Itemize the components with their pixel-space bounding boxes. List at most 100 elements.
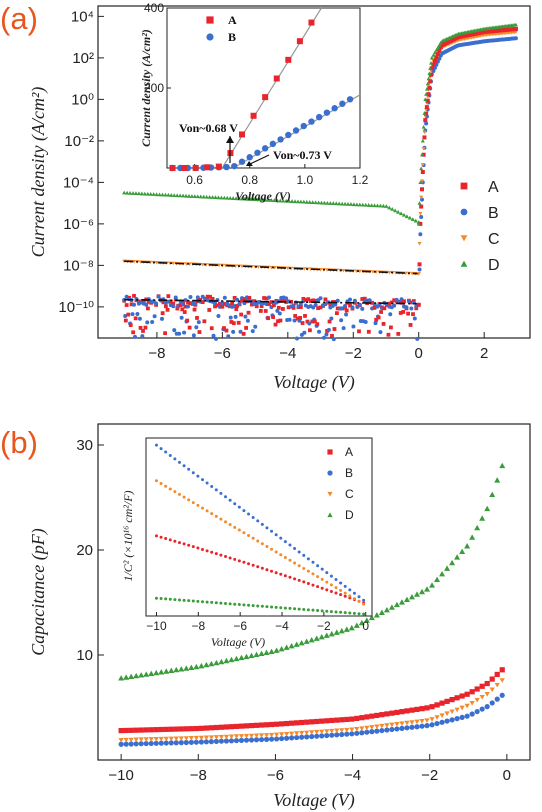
a-point-A (218, 301, 222, 306)
a-point-C (416, 272, 421, 276)
a-point-B (352, 298, 357, 303)
b-point-B (459, 714, 465, 721)
b-inset-point-B (260, 522, 264, 526)
a-point-A-scatter (271, 315, 275, 319)
legend-label-A: A (488, 179, 499, 196)
b-point-A (384, 711, 390, 717)
b-inset-point-D (348, 611, 352, 615)
b-inset-point-D (274, 605, 278, 609)
b-inset-point-C (306, 569, 310, 573)
a-point-A-scatter (293, 314, 298, 318)
a-point-A-scatter (263, 309, 268, 313)
b-point-B (434, 720, 440, 727)
a-inset-point-B (308, 118, 315, 125)
a-fit-line-C (124, 260, 419, 275)
b-inset-point-A (247, 562, 251, 566)
a-point-A-scatter (246, 310, 251, 315)
a-point-C (200, 262, 205, 267)
b-point-C (153, 737, 159, 742)
b-point-D (278, 645, 285, 652)
a-point-A (284, 300, 289, 304)
a-point-A-scatter (239, 312, 244, 317)
a-point-D (281, 198, 286, 203)
b-point-D (499, 462, 506, 469)
b-inset-point-C (329, 583, 333, 587)
a-point-A-scatter (185, 318, 190, 323)
b-inset-point-B (168, 453, 172, 457)
a-point-A (222, 302, 227, 306)
b-point-C (268, 732, 275, 738)
b-point-A (494, 671, 500, 678)
a-point-D (420, 138, 425, 143)
a-point-C (419, 195, 424, 200)
b-inset-point-B (173, 457, 177, 461)
a-point-A (299, 305, 303, 309)
b-inset-point-A (168, 538, 172, 542)
b-inset-point-A (279, 572, 283, 576)
a-point-A-scatter (396, 332, 401, 336)
a-point-A (264, 296, 269, 301)
b-inset-point-C (288, 558, 292, 562)
b-point-C (178, 736, 184, 742)
b-point-C (304, 730, 310, 736)
b-point-B (384, 727, 390, 733)
a-point-B-scatter (275, 308, 280, 313)
b-point-D (328, 630, 335, 637)
b-inset-point-C (214, 514, 218, 518)
b-point-C (499, 678, 505, 683)
a-point-A (254, 304, 259, 309)
a-y-tick-label: 10⁻⁴ (63, 174, 94, 191)
a-point-A (419, 204, 424, 209)
a-inset-annotation-a: Von~0.68 V (179, 121, 238, 135)
a-point-D (404, 214, 410, 219)
a-point-D (304, 199, 309, 204)
b-point-A (233, 723, 240, 730)
b-point-C (289, 731, 295, 737)
a-point-D (301, 199, 306, 204)
b-point-B (389, 726, 395, 733)
b-point-B (339, 731, 345, 738)
b-inset-point-A (154, 534, 158, 538)
b-point-B (354, 730, 360, 736)
b-point-A (454, 695, 460, 701)
b-point-A (284, 720, 290, 727)
b-point-B (233, 737, 240, 744)
b-point-C (469, 701, 475, 706)
a-point-D (418, 180, 423, 184)
a-main-marks (122, 22, 518, 342)
b-inset-x-tick-label: −10 (146, 619, 167, 633)
a-point-A (423, 118, 428, 123)
a-point-D (354, 202, 359, 207)
b-point-C (444, 711, 450, 717)
a-point-A (132, 293, 136, 298)
b-point-C (299, 730, 305, 736)
a-point-A (259, 304, 264, 309)
a-point-B (404, 305, 409, 310)
b-inset-x-tick-label: −8 (191, 619, 205, 633)
b-main-x-ticks: −10 −8 −6 −4 −2 0 (108, 754, 511, 784)
a-point-B-scatter (135, 312, 140, 317)
a-point-C (420, 179, 424, 183)
b-point-D (323, 632, 330, 638)
b-point-C (394, 722, 400, 727)
a-point-C (422, 130, 427, 135)
a-point-D (204, 194, 209, 199)
a-point-A-scatter (411, 312, 415, 317)
b-point-D (163, 668, 170, 674)
b-inset-legend-marker-D (327, 512, 333, 518)
b-point-C (188, 736, 194, 741)
b-point-C (208, 735, 214, 741)
a-point-D (127, 190, 133, 195)
b-inset-point-C (357, 599, 361, 603)
b-point-B (469, 711, 475, 717)
b-point-C (479, 695, 485, 700)
b-inset-point-A (224, 555, 228, 559)
b-inset-point-B (164, 450, 168, 454)
b-point-A (178, 726, 184, 732)
a-point-B-scatter (326, 327, 331, 332)
b-inset-point-C (260, 542, 264, 546)
b-point-A (444, 698, 450, 704)
b-inset-point-C (247, 534, 251, 538)
a-point-A (402, 299, 406, 304)
b-inset-point-B (274, 533, 278, 537)
